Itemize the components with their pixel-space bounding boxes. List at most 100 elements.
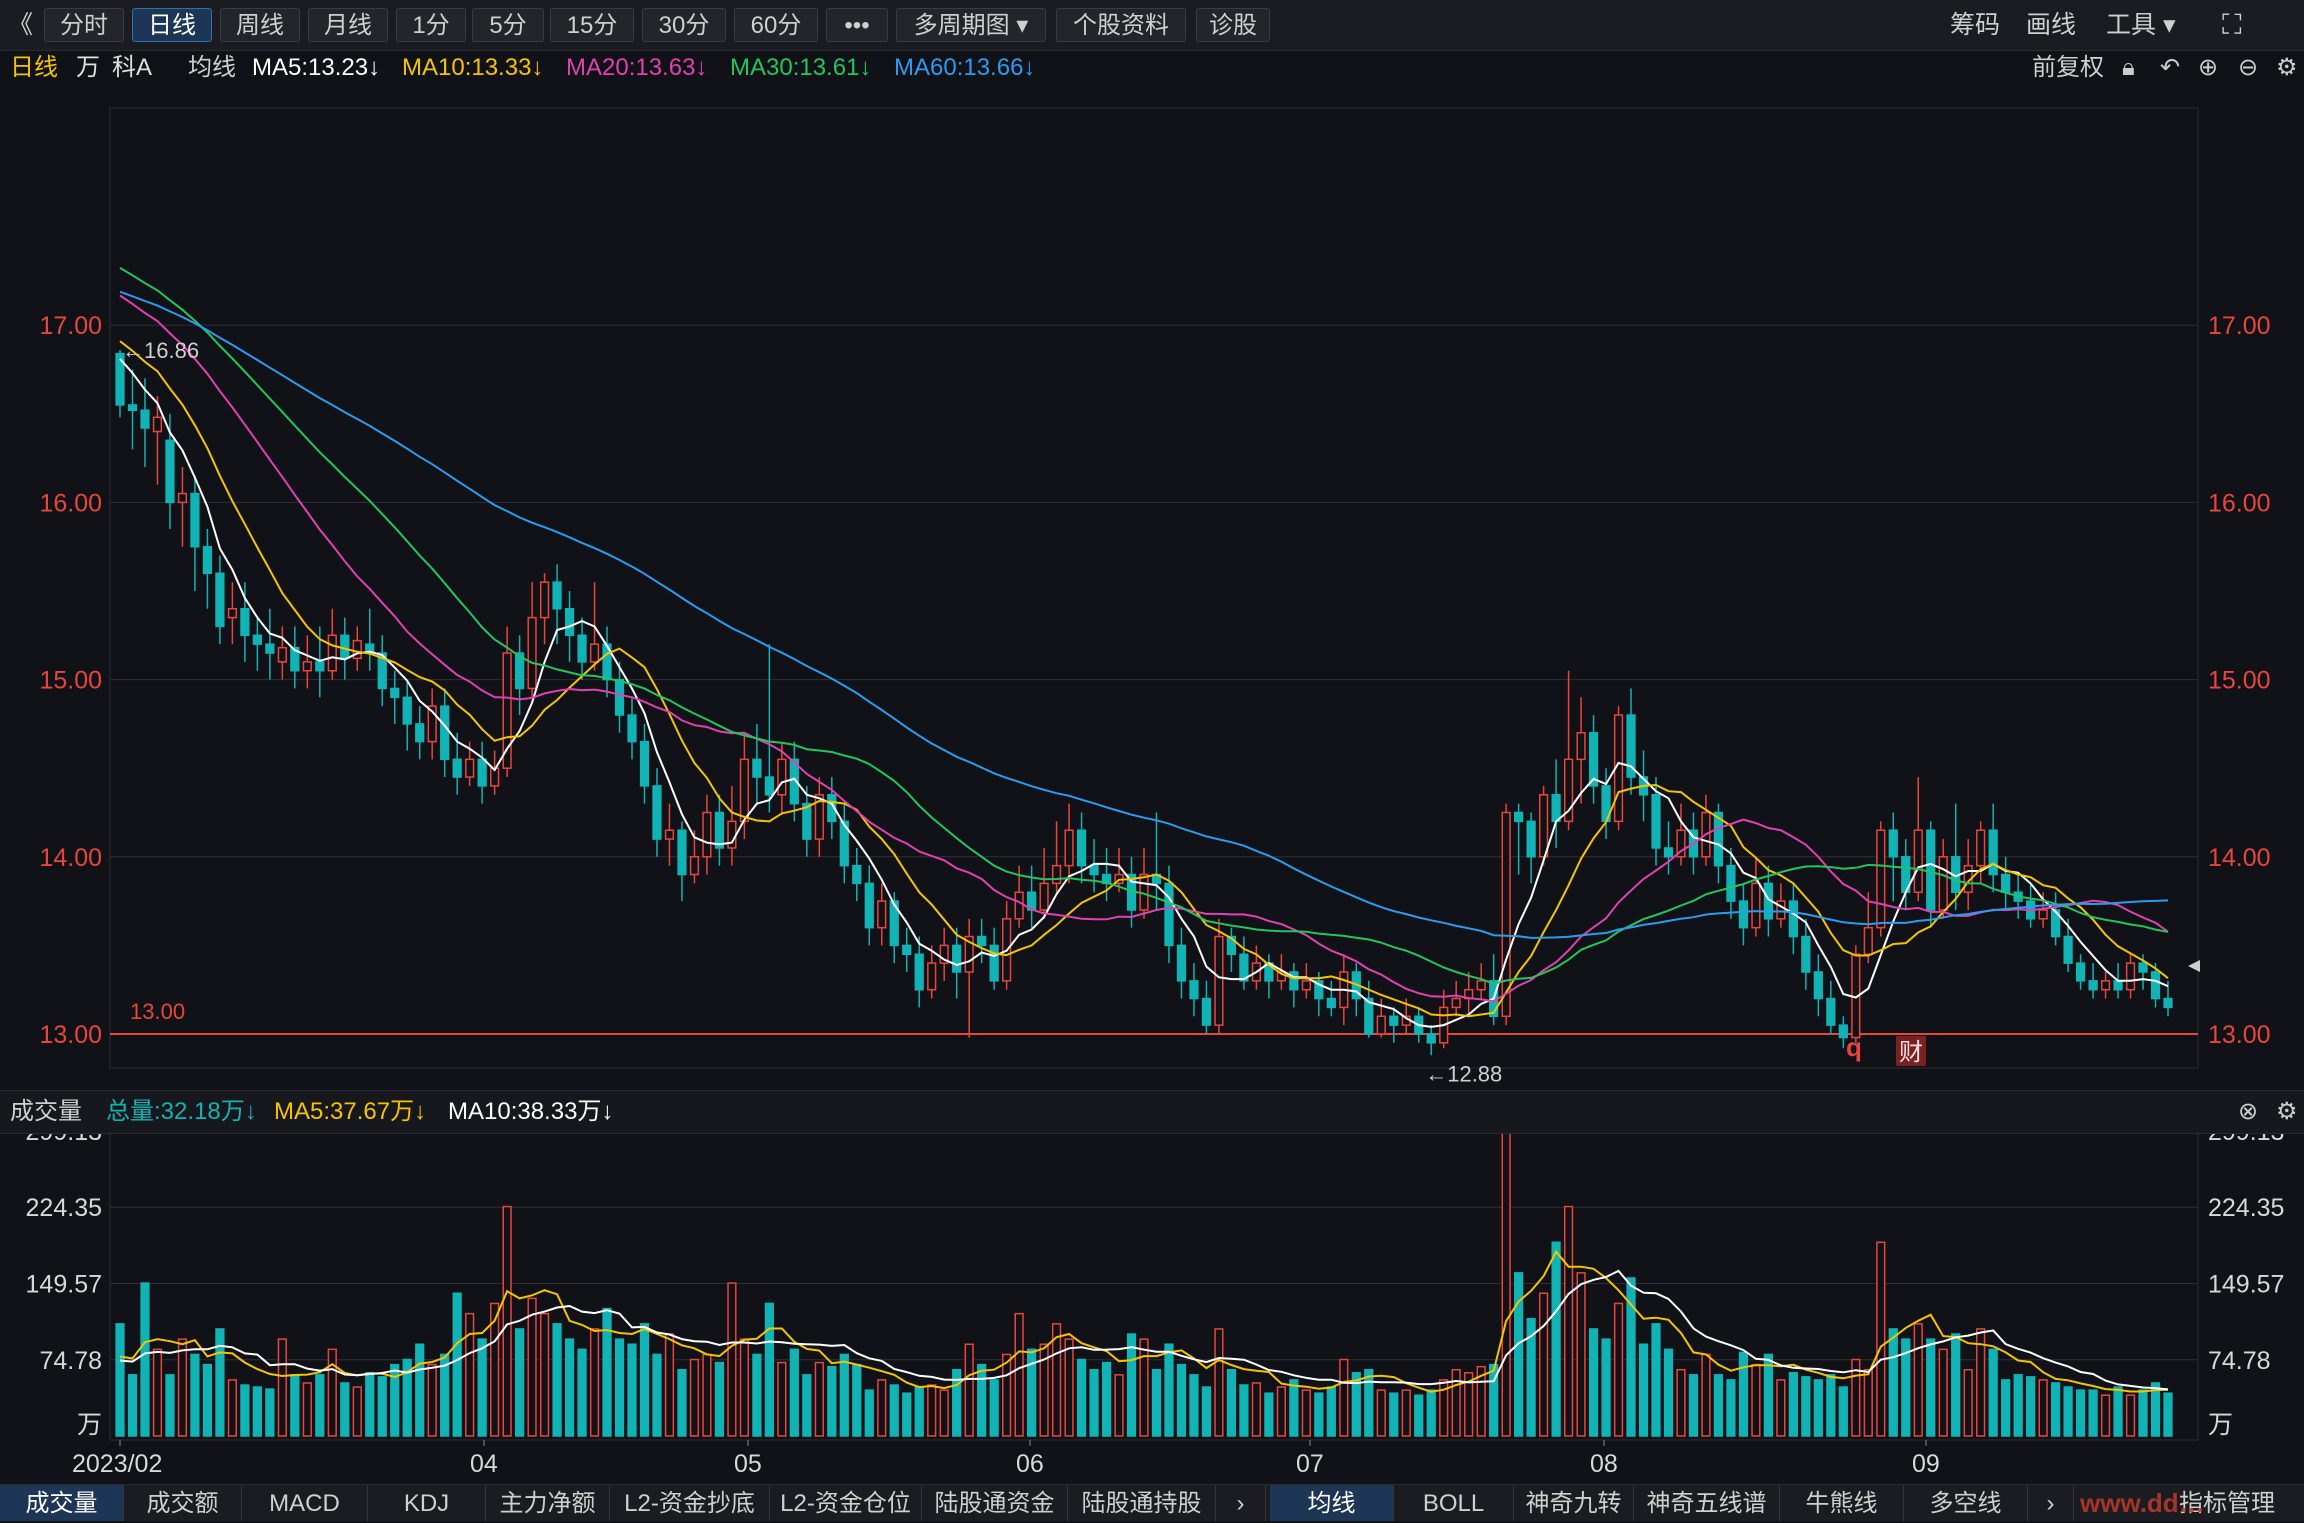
- volume-bar: [777, 1361, 787, 1437]
- settings-gear-icon[interactable]: ⚙: [2276, 54, 2298, 81]
- high-price-annotation: ←16.86: [122, 338, 199, 363]
- tab-volume[interactable]: 成交量: [0, 1485, 124, 1521]
- candle-body: [977, 935, 987, 947]
- chips-button[interactable]: 筹码: [1950, 11, 2001, 39]
- indicator-manage-button[interactable]: 指标管理: [2179, 1490, 2275, 1517]
- candle-body: [1838, 1024, 1848, 1039]
- volume-bar: [290, 1374, 300, 1437]
- volume-bar: [1988, 1348, 1998, 1437]
- tab-magic-nine[interactable]: 神奇九转: [1514, 1485, 1634, 1521]
- volume-bar: [1726, 1379, 1736, 1437]
- tabs-next-right-icon[interactable]: ›: [2028, 1485, 2074, 1521]
- candle-body: [440, 705, 450, 761]
- volume-bar: [2125, 1394, 2136, 1437]
- tab-boll[interactable]: BOLL: [1394, 1485, 1514, 1521]
- undo-icon[interactable]: ↶: [2160, 54, 2181, 81]
- tab-weekly[interactable]: 周线: [220, 8, 300, 42]
- x-tick-label: 06: [1016, 1450, 1044, 1478]
- volume-settings-gear-icon[interactable]: ⚙: [2276, 1098, 2298, 1125]
- tab-5min[interactable]: 5分: [472, 8, 544, 42]
- tab-ma[interactable]: 均线: [1270, 1485, 1394, 1521]
- volume-bar: [2050, 1382, 2061, 1437]
- tab-bull-bear[interactable]: 牛熊线: [1780, 1485, 1904, 1521]
- candle-body: [252, 634, 262, 645]
- volume-bar: [789, 1348, 799, 1437]
- volume-label: 成交量: [10, 1098, 82, 1125]
- candle-body: [1289, 971, 1299, 991]
- tab-intraday[interactable]: 分时: [44, 8, 124, 42]
- price-tick-label-right: 14.00: [2208, 844, 2271, 872]
- tab-monthly[interactable]: 月线: [308, 8, 388, 42]
- tab-turnover[interactable]: 成交额: [124, 1485, 242, 1521]
- tab-magic-five[interactable]: 神奇五线谱: [1634, 1485, 1780, 1521]
- tab-macd[interactable]: MACD: [242, 1485, 368, 1521]
- tab-main-net[interactable]: 主力净额: [486, 1485, 610, 1521]
- volume-bar: [889, 1384, 899, 1437]
- close-panel-icon[interactable]: ⊗: [2238, 1098, 2259, 1125]
- volume-ma5: MA5:37.67万↓: [274, 1098, 427, 1125]
- tools-dropdown[interactable]: 工具 ▾: [2106, 11, 2176, 39]
- x-tick-label: 07: [1296, 1450, 1324, 1478]
- candle-body: [1788, 900, 1798, 938]
- collapse-icon[interactable]: 《: [8, 11, 34, 39]
- candle-body: [764, 776, 774, 796]
- volume-bar: [1763, 1353, 1774, 1437]
- tab-60min[interactable]: 60分: [734, 8, 818, 42]
- volume-bar: [490, 1302, 500, 1437]
- tab-15min[interactable]: 15分: [550, 8, 634, 42]
- candle-body: [1064, 829, 1074, 867]
- tab-30min[interactable]: 30分: [642, 8, 726, 42]
- fullscreen-icon[interactable]: ⛶: [2222, 9, 2242, 40]
- volume-bar: [1651, 1323, 1661, 1437]
- tab-l2-bottom[interactable]: L2-资金抄底: [610, 1485, 770, 1521]
- candle-body: [1276, 971, 1286, 982]
- zoom-in-icon[interactable]: ⊕: [2198, 54, 2219, 81]
- candle-body: [989, 944, 999, 982]
- volume-bar: [115, 1323, 125, 1437]
- ma-label[interactable]: 均线: [188, 54, 236, 81]
- stock-info-button[interactable]: 个股资料: [1056, 8, 1186, 42]
- candle-body: [777, 758, 787, 796]
- tab-1min[interactable]: 1分: [396, 8, 466, 42]
- volume-bar: [1264, 1392, 1274, 1437]
- volume-bar: [1089, 1368, 1099, 1437]
- ma20-value: MA20:13.63↓: [566, 54, 708, 81]
- candle-body: [664, 829, 675, 840]
- volume-bar: [702, 1353, 712, 1437]
- zoom-out-icon[interactable]: ⊖: [2238, 54, 2259, 81]
- draw-button[interactable]: 画线: [2026, 11, 2077, 39]
- adjust-mode[interactable]: 前复权: [2032, 54, 2104, 81]
- multi-period-dropdown[interactable]: 多周期图 ▾: [896, 8, 1046, 42]
- volume-tick-label-right: 万: [2208, 1411, 2233, 1439]
- more-periods-button[interactable]: •••: [826, 8, 888, 42]
- price-tick-label-right: 16.00: [2208, 489, 2271, 517]
- tab-l2-position[interactable]: L2-资金仓位: [770, 1485, 922, 1521]
- lock-icon[interactable]: 🔒︎: [2122, 54, 2135, 81]
- candle-body: [1014, 891, 1024, 920]
- candle-body: [127, 404, 138, 412]
- volume-bar: [714, 1361, 725, 1437]
- tab-hk-connect-funds[interactable]: 陆股通资金: [922, 1485, 1068, 1521]
- candle-body: [202, 545, 213, 575]
- volume-bar: [2026, 1376, 2036, 1437]
- candle-body: [827, 794, 837, 823]
- volume-bar: [1314, 1392, 1324, 1437]
- candle-body: [964, 935, 974, 973]
- tab-daily[interactable]: 日线: [132, 8, 212, 42]
- diagnose-button[interactable]: 诊股: [1196, 8, 1270, 42]
- candle-body: [352, 639, 362, 660]
- tabs-next-icon[interactable]: ›: [1216, 1485, 1266, 1521]
- price-tick-label-left: 13.00: [39, 1021, 102, 1049]
- volume-bar: [127, 1374, 138, 1437]
- tab-hk-connect-holdings[interactable]: 陆股通持股: [1068, 1485, 1216, 1521]
- tab-kdj[interactable]: KDJ: [368, 1485, 486, 1521]
- tab-long-short[interactable]: 多空线: [1904, 1485, 2028, 1521]
- volume-bar: [1701, 1353, 1711, 1437]
- volume-bar: [1938, 1348, 1948, 1437]
- candle-body: [714, 811, 725, 849]
- candle-body: [677, 829, 687, 876]
- volume-bar: [1451, 1368, 1461, 1437]
- candle-body: [240, 607, 250, 637]
- financial-marker-badge: [1896, 1036, 1926, 1066]
